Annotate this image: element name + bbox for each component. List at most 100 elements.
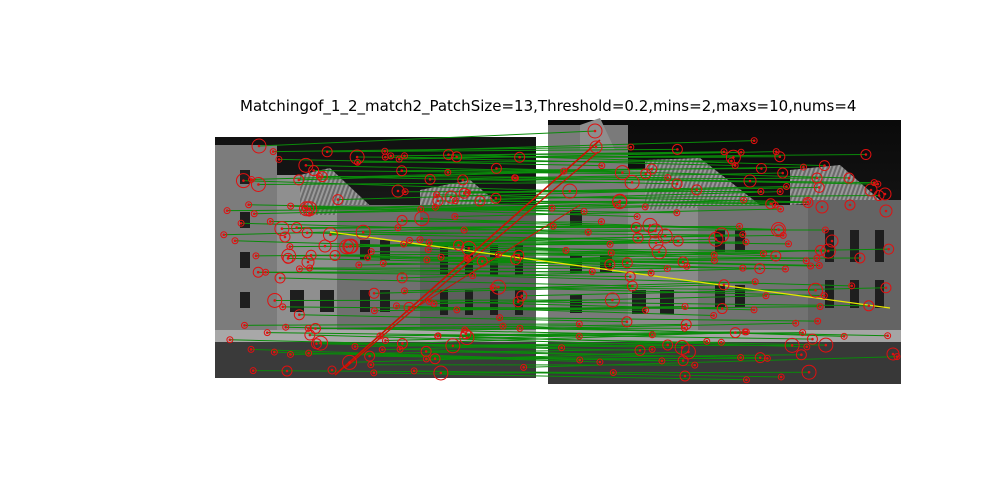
keypoint-center — [243, 324, 246, 327]
keypoint-circle — [474, 195, 486, 207]
keypoint-center — [453, 215, 457, 218]
keypoint-center — [720, 233, 723, 237]
keypoint-center — [681, 260, 685, 264]
keypoint-circle — [795, 349, 807, 361]
inlier-match-line — [319, 175, 668, 179]
keypoint-center — [676, 239, 680, 243]
inlier-match-line — [498, 253, 817, 259]
keypoint-circle — [453, 239, 465, 251]
keypoint-center — [876, 182, 880, 186]
keypoint-circle — [459, 330, 475, 346]
keypoint-center — [712, 253, 716, 257]
keypoint-circle — [762, 292, 770, 300]
keypoint-circle — [444, 168, 452, 176]
keypoint-center — [666, 343, 669, 347]
keypoint-circle — [548, 204, 556, 212]
keypoint-circle — [304, 329, 316, 341]
keypoint-circle — [576, 356, 584, 364]
keypoint-circle — [370, 369, 378, 377]
keypoint-circle — [648, 345, 656, 353]
keypoint-center — [228, 338, 232, 342]
keypoint-center — [820, 205, 824, 209]
keypoint-circle — [814, 317, 822, 325]
keypoint-center — [643, 205, 647, 209]
keypoint-center — [420, 217, 424, 220]
inlier-match-line — [374, 306, 686, 312]
keypoint-circle — [720, 148, 728, 156]
keypoint-circle — [489, 284, 497, 292]
inlier-match-line — [465, 333, 813, 340]
keypoint-circle — [235, 173, 251, 189]
keypoint-circle — [343, 238, 359, 254]
keypoint-circle — [784, 240, 792, 248]
keypoint-circle — [318, 239, 332, 253]
keypoint-center — [520, 294, 524, 298]
keypoint-circle — [245, 201, 253, 209]
keypoint-center — [824, 343, 828, 347]
keypoint-center — [720, 340, 723, 344]
keypoint-center — [784, 267, 787, 271]
keypoint-center — [434, 205, 437, 209]
keypoint-circle — [751, 278, 759, 286]
keypoint-circle — [431, 203, 439, 211]
keypoint-center — [577, 322, 581, 326]
keypoint-center — [621, 171, 624, 174]
keypoint-center — [809, 264, 812, 268]
keypoint-center — [457, 243, 460, 247]
keypoint-center — [369, 363, 373, 367]
keypoint-circle — [496, 314, 504, 322]
keypoint-circle — [516, 324, 524, 332]
keypoint-center — [357, 263, 361, 267]
keypoint-center — [225, 209, 229, 212]
inlier-match-line — [414, 370, 782, 378]
keypoint-center — [816, 319, 819, 323]
keypoint-circle — [378, 346, 386, 354]
keypoint-circle — [406, 236, 414, 244]
keypoint-circle — [425, 239, 433, 247]
keypoint-circle — [401, 152, 409, 160]
keypoint-circle — [291, 222, 303, 234]
keypoint-center — [631, 284, 634, 288]
keypoint-center — [886, 334, 889, 337]
keypoint-center — [349, 244, 353, 248]
keypoint-center — [693, 363, 697, 367]
keypoint-circle — [316, 171, 328, 183]
keypoint-circle — [691, 361, 699, 369]
keypoint-circle — [432, 195, 444, 207]
keypoint-center — [312, 169, 315, 172]
keypoint-circle — [274, 221, 290, 237]
keypoint-circle — [860, 149, 872, 161]
inlier-match-line — [282, 306, 646, 311]
keypoint-center — [779, 207, 782, 211]
keypoint-circle — [247, 345, 255, 353]
keypoint-center — [480, 259, 484, 263]
keypoint-center — [760, 167, 763, 170]
keypoint-circle — [396, 272, 408, 284]
keypoint-center — [378, 334, 382, 338]
keypoint-circle — [731, 161, 739, 169]
keypoint-center — [497, 253, 500, 256]
keypoint-center — [705, 340, 709, 343]
keypoint-center — [612, 371, 615, 374]
keypoint-circle — [458, 187, 470, 199]
keypoint-circle — [433, 365, 449, 381]
inlier-match-line — [390, 151, 725, 157]
keypoint-center — [568, 189, 572, 193]
keypoint-circle — [681, 324, 689, 332]
keypoint-circle — [490, 279, 506, 295]
keypoint-center — [329, 233, 332, 236]
keypoint-circle — [633, 213, 641, 221]
keypoint-center — [273, 350, 276, 354]
keypoint-circle — [302, 201, 318, 217]
keypoint-center — [781, 234, 785, 237]
keypoint-center — [814, 288, 817, 292]
keypoint-circle — [381, 336, 389, 344]
inlier-match-line — [521, 287, 886, 297]
keypoint-circle — [750, 137, 758, 145]
keypoint-center — [666, 176, 669, 179]
keypoint-circle — [589, 140, 603, 154]
keypoint-circle — [451, 151, 463, 163]
keypoint-center — [562, 169, 566, 173]
keypoint-center — [594, 145, 598, 149]
